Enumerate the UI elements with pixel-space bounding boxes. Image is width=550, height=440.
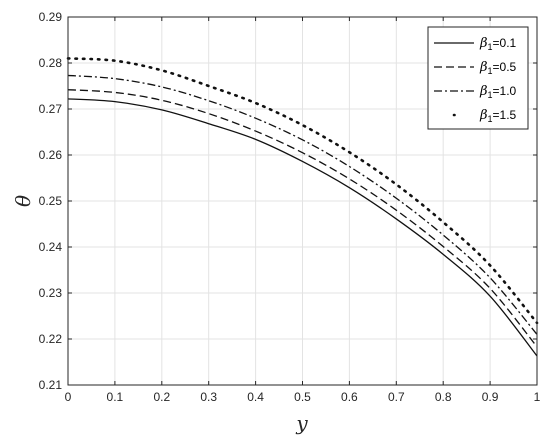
- series-line-2: [67, 89, 538, 348]
- legend-subscript: 1: [488, 42, 493, 52]
- legend: β1=0.1β1=0.5β1=1.0β1=1.5: [427, 26, 529, 130]
- legend-value: =1.5: [493, 108, 517, 122]
- y-tick-label: 0.24: [39, 240, 63, 254]
- x-tick-label: 0.2: [153, 390, 170, 404]
- x-tick-label: 0.1: [107, 390, 124, 404]
- y-tick-label: 0.23: [39, 286, 63, 300]
- legend-label-4: β1=1.5: [479, 108, 517, 124]
- legend-label-2: β1=0.5: [479, 60, 517, 76]
- legend-value: =1.0: [493, 84, 517, 98]
- y-tick-label: 0.27: [39, 102, 63, 116]
- x-tick-label: 0.8: [435, 390, 452, 404]
- legend-label-3: β1=1.0: [479, 84, 517, 100]
- legend-subscript: 1: [488, 90, 493, 100]
- x-tick-label: 0.9: [482, 390, 499, 404]
- x-tick-label: 0.3: [200, 390, 217, 404]
- y-tick-label: 0.28: [39, 56, 63, 70]
- y-tick-label: 0.21: [39, 378, 63, 392]
- legend-symbol: β: [479, 36, 488, 51]
- series-line-3: [67, 74, 538, 335]
- series-line-1: [67, 98, 538, 357]
- series-line-4: [66, 57, 539, 325]
- x-tick-label: 0.5: [294, 390, 311, 404]
- y-axis-label: θ: [11, 195, 35, 207]
- legend-subscript: 1: [488, 114, 493, 124]
- legend-box: [427, 26, 529, 130]
- y-tick-label: 0.25: [39, 194, 63, 208]
- legend-value: =0.5: [493, 60, 517, 74]
- legend-subscript: 1: [488, 66, 493, 76]
- legend-value: =0.1: [493, 36, 517, 50]
- x-tick-label: 0.4: [247, 390, 264, 404]
- y-axis-ticks: 0.21 0.22 0.23 0.24 0.25 0.26 0.27 0.28 0.29: [39, 10, 537, 392]
- x-tick-label: 1: [534, 390, 541, 404]
- legend-label-1: β1=0.1: [479, 36, 517, 52]
- legend-symbol: β: [479, 60, 488, 75]
- x-tick-label: 0: [65, 390, 72, 404]
- legend-symbol: β: [479, 108, 488, 123]
- x-axis-label: y: [295, 411, 308, 435]
- y-tick-label: 0.26: [39, 148, 63, 162]
- y-tick-label: 0.29: [39, 10, 63, 24]
- x-tick-label: 0.6: [341, 390, 358, 404]
- x-axis-ticks: 0 0.1 0.2 0.3 0.4 0.5 0.6 0.7 0.8 0.9 1: [65, 17, 541, 404]
- legend-symbol: β: [479, 84, 488, 99]
- y-tick-label: 0.22: [39, 332, 63, 346]
- curves: [66, 57, 539, 357]
- x-tick-label: 0.7: [388, 390, 405, 404]
